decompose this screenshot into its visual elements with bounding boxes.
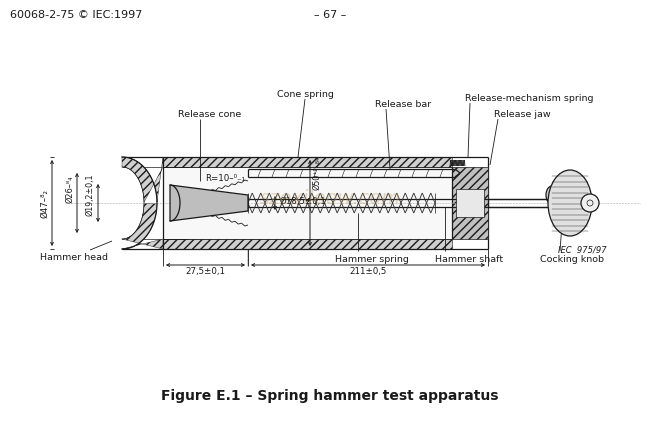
Text: Cocking knob: Cocking knob	[540, 255, 604, 264]
Text: Hammer head: Hammer head	[40, 253, 108, 262]
Text: Release jaw: Release jaw	[494, 110, 550, 119]
Text: – 67 –: – 67 –	[314, 10, 346, 20]
Polygon shape	[122, 157, 163, 202]
Ellipse shape	[548, 170, 592, 236]
Text: Release cone: Release cone	[178, 110, 242, 119]
Text: szexileow.com: szexileow.com	[259, 189, 401, 207]
Bar	[452, 167, 488, 239]
Text: Ø26–⁸₄: Ø26–⁸₄	[65, 176, 74, 203]
Text: Cone spring: Cone spring	[277, 90, 333, 99]
Text: R=10–⁰₋₁: R=10–⁰₋₁	[205, 173, 245, 182]
Polygon shape	[170, 185, 248, 221]
Text: 60068-2-75 © IEC:1997: 60068-2-75 © IEC:1997	[10, 10, 143, 20]
Text: Ø50⁺⁰₋₈₄: Ø50⁺⁰₋₈₄	[312, 156, 321, 190]
Polygon shape	[122, 204, 163, 249]
Text: Figure E.1 – Spring hammer test apparatus: Figure E.1 – Spring hammer test apparatu…	[161, 389, 499, 403]
Text: Release-mechanism spring: Release-mechanism spring	[465, 94, 593, 103]
Circle shape	[581, 194, 599, 212]
Bar	[163, 167, 488, 239]
Text: 211±0,5: 211±0,5	[349, 267, 387, 276]
Text: Ø47–⁸₂: Ø47–⁸₂	[40, 189, 49, 218]
Bar	[163, 157, 452, 167]
Text: 27,5±0,1: 27,5±0,1	[185, 267, 225, 276]
Text: Hammer shaft: Hammer shaft	[435, 255, 503, 264]
Text: IEC  975/97: IEC 975/97	[558, 245, 607, 254]
Text: Hammer spring: Hammer spring	[335, 255, 409, 264]
Ellipse shape	[546, 186, 558, 204]
Bar	[456, 189, 484, 217]
Bar	[163, 239, 452, 249]
Text: Ø18,5±0,1: Ø18,5±0,1	[280, 196, 327, 206]
Text: Release bar: Release bar	[375, 100, 431, 109]
Text: Ø19,2±0,1: Ø19,2±0,1	[86, 174, 95, 216]
